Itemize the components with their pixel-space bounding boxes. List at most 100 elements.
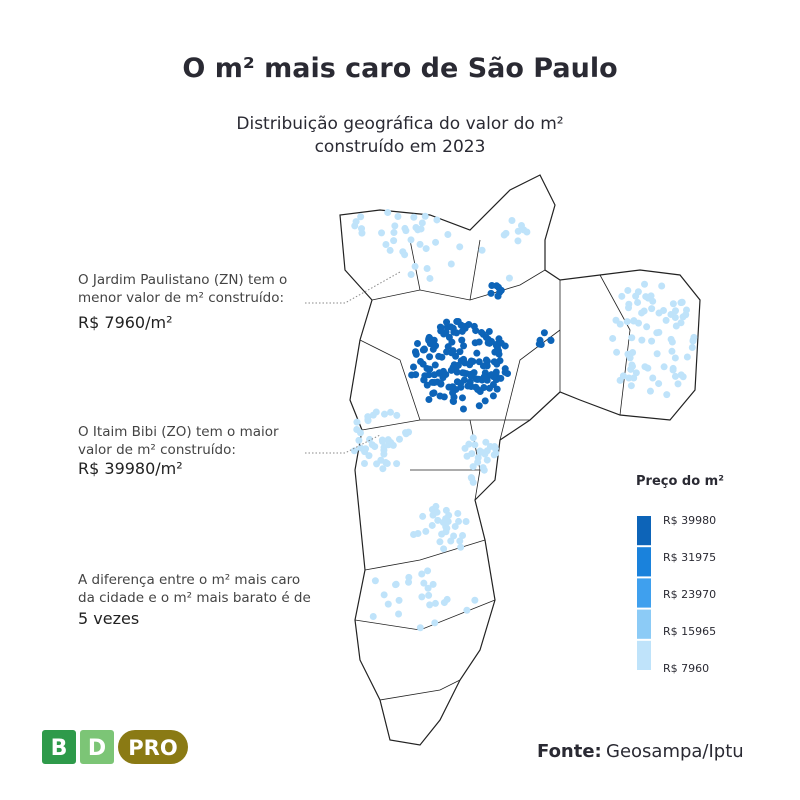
- dot: [630, 317, 638, 325]
- dot: [497, 339, 505, 347]
- dot: [394, 213, 402, 221]
- dot: [497, 286, 505, 294]
- annotation-text: O Itaim Bibi (ZO) tem o maior: [78, 424, 279, 440]
- dot: [351, 222, 359, 230]
- dot: [431, 599, 439, 607]
- annotation-text: da cidade e o m² mais barato é de: [78, 590, 311, 606]
- dot: [431, 361, 439, 369]
- legend-tick-label: R$ 7960: [663, 662, 709, 675]
- dot: [482, 438, 490, 446]
- dot: [478, 328, 486, 336]
- dot: [451, 522, 459, 530]
- dot: [380, 443, 388, 451]
- dot: [460, 342, 468, 350]
- annotation-text: valor de m² construído:: [78, 442, 236, 458]
- dot: [419, 512, 427, 520]
- dot: [440, 599, 448, 607]
- dot: [663, 391, 671, 399]
- dot: [424, 567, 432, 575]
- dot: [416, 624, 424, 632]
- legend-swatch: [637, 578, 651, 608]
- logo-pro-box: [118, 730, 188, 764]
- logo-d-box: [80, 730, 114, 764]
- dot: [407, 271, 415, 279]
- annotation-value: 5 vezes: [78, 609, 139, 628]
- dot: [448, 338, 456, 346]
- dot: [473, 349, 481, 357]
- dot: [425, 591, 433, 599]
- dot: [412, 349, 420, 357]
- dot: [646, 387, 654, 395]
- dot: [395, 610, 403, 618]
- dot: [468, 474, 476, 482]
- dot: [493, 360, 501, 368]
- dot: [423, 365, 431, 373]
- dot: [353, 418, 361, 426]
- dot: [625, 304, 633, 312]
- dot: [369, 411, 377, 419]
- dot: [431, 619, 439, 627]
- dot: [407, 236, 415, 244]
- dot: [658, 282, 666, 290]
- dot: [449, 389, 457, 397]
- dot: [623, 318, 631, 326]
- dot: [469, 434, 477, 442]
- dot: [410, 530, 418, 538]
- dot: [378, 229, 386, 237]
- dot: [514, 237, 522, 245]
- dot: [433, 216, 441, 224]
- dot: [489, 392, 497, 400]
- dot: [447, 260, 455, 268]
- dot: [457, 543, 465, 551]
- dot: [628, 334, 636, 342]
- dot: [469, 463, 477, 471]
- dot: [369, 612, 377, 620]
- dot: [424, 584, 432, 592]
- dot: [660, 363, 668, 371]
- dot: [371, 577, 379, 585]
- dot: [444, 231, 452, 239]
- dot: [488, 282, 496, 290]
- dot: [679, 313, 687, 321]
- dot: [437, 380, 445, 388]
- dot: [417, 357, 425, 365]
- annotation-value: R$ 39980/m²: [78, 459, 183, 478]
- dot: [459, 532, 467, 540]
- dot: [461, 359, 469, 367]
- dot: [458, 394, 466, 402]
- dot: [487, 289, 495, 297]
- dot: [493, 385, 501, 393]
- dot: [380, 410, 388, 418]
- dot: [402, 429, 410, 437]
- dot: [453, 318, 461, 326]
- dot: [467, 357, 475, 365]
- dot: [457, 379, 465, 387]
- dot: [458, 336, 466, 344]
- dot: [439, 374, 447, 382]
- dot: [456, 348, 464, 356]
- dot: [402, 227, 410, 235]
- dot: [393, 460, 401, 468]
- legend-swatch: [637, 640, 651, 670]
- dot: [634, 298, 642, 306]
- dot: [395, 435, 403, 443]
- dot: [624, 286, 632, 294]
- leader-line: [305, 271, 401, 304]
- dot: [358, 225, 366, 233]
- dot: [609, 334, 617, 342]
- dot: [627, 365, 635, 373]
- annotation-text: A diferença entre o m² mais caro: [78, 572, 300, 588]
- dot: [476, 447, 484, 455]
- dot: [459, 369, 467, 377]
- dot: [418, 570, 426, 578]
- dot: [418, 219, 426, 227]
- legend-swatch: [637, 547, 651, 577]
- dot: [475, 402, 483, 410]
- dot: [613, 348, 621, 356]
- dot: [443, 318, 451, 326]
- dot: [683, 353, 691, 361]
- dot: [429, 345, 437, 353]
- map: [339, 174, 701, 746]
- dot: [462, 518, 470, 526]
- annotations: O Jardim Paulistano (ZN) tem o menor val…: [78, 271, 401, 628]
